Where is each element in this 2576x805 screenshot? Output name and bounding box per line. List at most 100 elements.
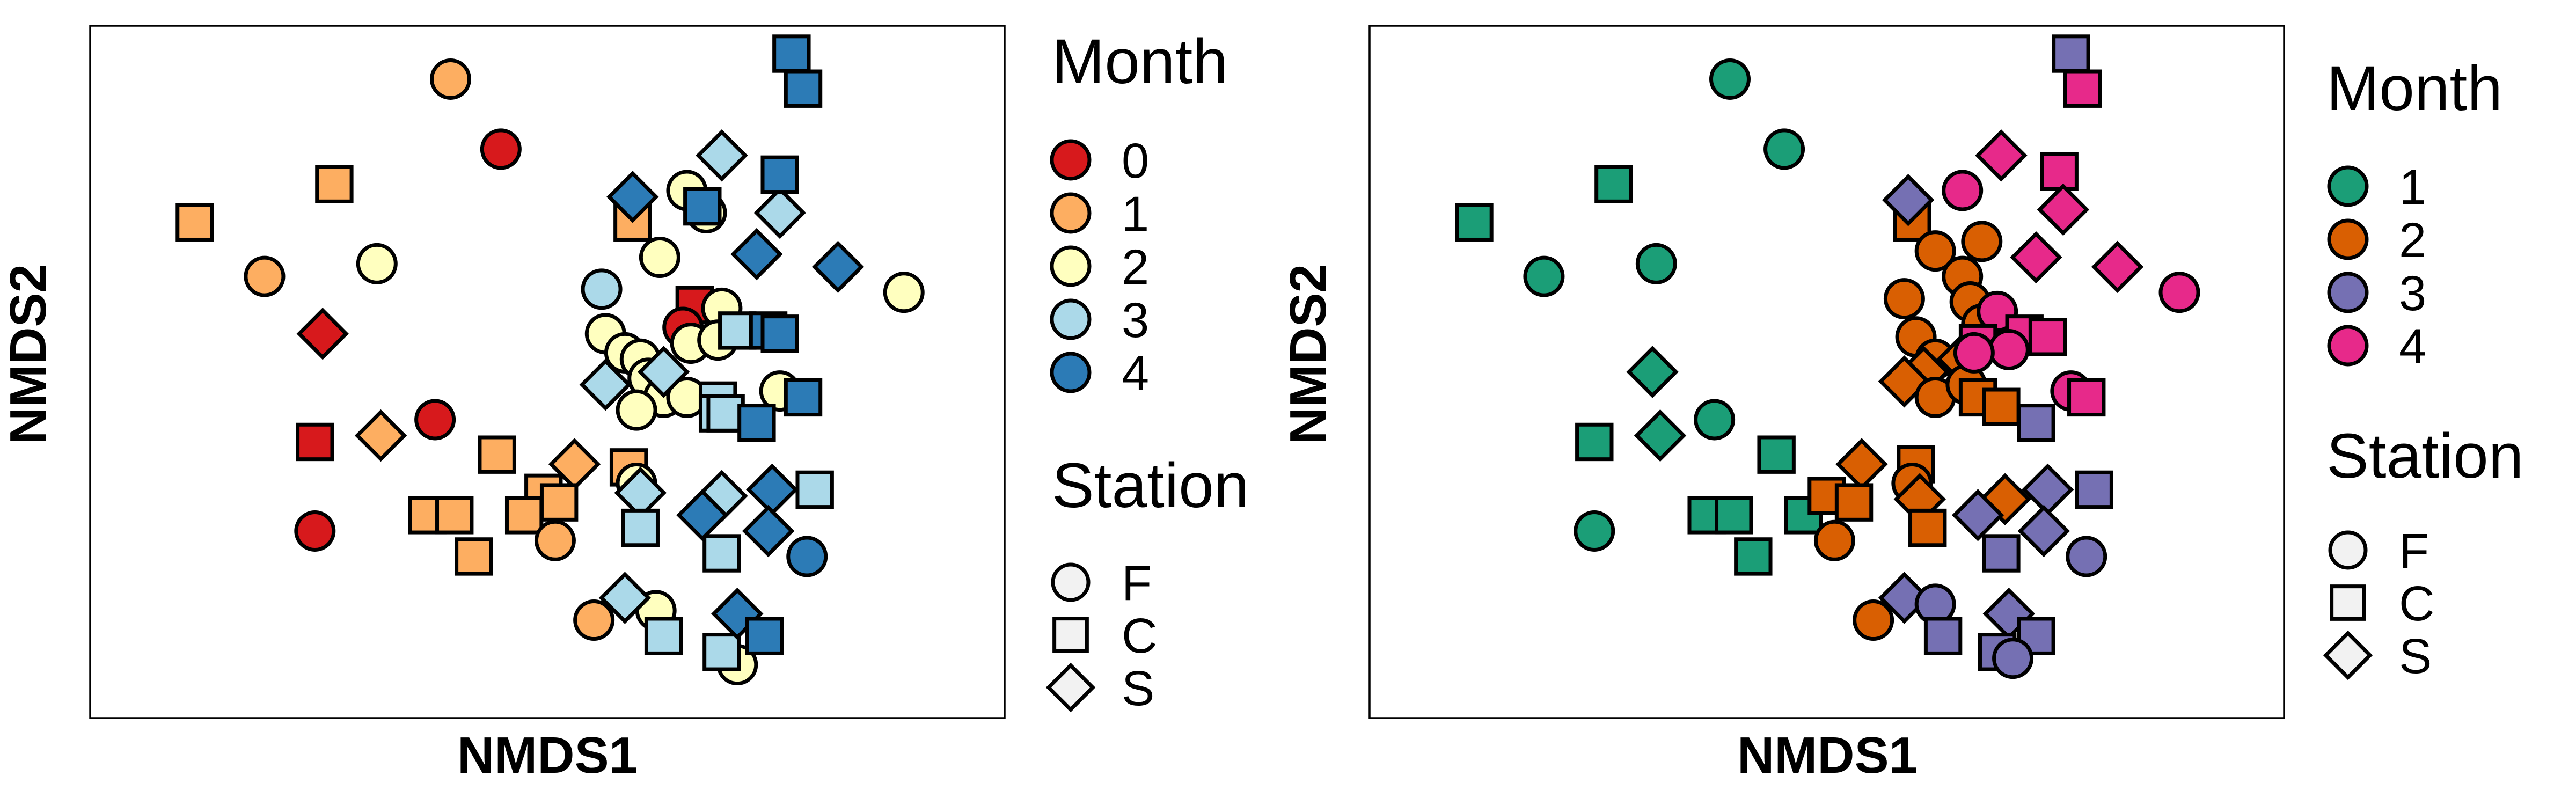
points-group xyxy=(1455,34,2200,679)
legend-key-station-C xyxy=(1052,617,1089,653)
data-point-circle xyxy=(480,128,522,170)
legend-key-station-F xyxy=(2328,530,2368,570)
data-point-circle xyxy=(244,255,286,297)
data-point-diamond xyxy=(2021,463,2074,516)
legend-title-month: Month xyxy=(1052,26,1228,97)
data-point-circle xyxy=(356,243,398,284)
data-point-circle xyxy=(2066,536,2107,577)
legend-label-month-4: 4 xyxy=(1122,346,1149,401)
data-point-diamond xyxy=(1975,129,2028,182)
data-point-square xyxy=(1594,165,1633,203)
data-point-circle xyxy=(616,389,657,431)
legend-title-station: Station xyxy=(2326,421,2523,492)
data-point-square xyxy=(784,378,823,417)
data-point-circle xyxy=(786,536,828,577)
legend-label-station-S: S xyxy=(1122,661,1154,716)
data-point-square xyxy=(1834,483,1874,522)
legend-key-month-3 xyxy=(1050,298,1092,340)
legend-key-station-S xyxy=(1045,662,1096,713)
data-point-square xyxy=(683,187,722,226)
data-point-circle xyxy=(1763,128,1805,170)
legend-key-station-F xyxy=(1051,562,1091,602)
data-point-circle xyxy=(1988,328,2030,370)
data-point-diamond xyxy=(1951,489,2004,541)
data-point-diamond xyxy=(354,409,407,462)
data-point-circle xyxy=(1883,278,1925,320)
data-point-diamond xyxy=(579,358,632,411)
data-point-square xyxy=(784,69,823,108)
data-point-square xyxy=(795,470,834,509)
legend-key-month-1 xyxy=(2327,165,2369,207)
legend-key-month-0 xyxy=(1050,139,1092,181)
data-point-square xyxy=(760,314,799,353)
legend-title-station: Station xyxy=(1052,450,1249,521)
data-point-circle xyxy=(639,237,680,279)
legend-key-month-4 xyxy=(2327,325,2369,367)
data-point-diamond xyxy=(730,228,783,281)
legend-key-month-2 xyxy=(1050,245,1092,287)
data-point-square xyxy=(621,508,660,547)
data-point-circle xyxy=(1523,255,1565,297)
data-point-square xyxy=(2067,378,2106,417)
data-point-circle xyxy=(430,58,471,100)
data-point-square xyxy=(2075,470,2113,509)
legend-key-month-2 xyxy=(2327,218,2369,260)
data-point-circle xyxy=(534,519,576,561)
data-point-circle xyxy=(1813,519,1855,561)
legend-label-station-C: C xyxy=(2399,576,2434,631)
data-point-square xyxy=(455,537,493,576)
data-point-square xyxy=(435,496,474,535)
x-axis-title: NMDS1 xyxy=(457,727,638,784)
data-point-square xyxy=(644,617,683,655)
data-point-square xyxy=(1982,534,2021,573)
y-axis-title: NMDS2 xyxy=(1279,264,1337,444)
data-point-diamond xyxy=(742,504,795,558)
data-point-diamond xyxy=(753,186,806,239)
data-point-circle xyxy=(883,272,925,313)
legend-key-station-S xyxy=(2323,630,2373,680)
data-point-square xyxy=(1575,422,1614,462)
x-axis-title: NMDS1 xyxy=(1737,727,1918,784)
data-point-circle xyxy=(581,268,623,310)
data-point-diamond xyxy=(811,240,865,294)
legend-key-month-1 xyxy=(1050,192,1092,234)
data-point-diamond xyxy=(637,346,690,398)
legend-label-month-3: 3 xyxy=(1122,293,1149,348)
data-point-square xyxy=(296,422,334,462)
data-point-circle xyxy=(1914,230,1956,272)
data-point-square xyxy=(1982,387,2021,426)
data-point-diamond xyxy=(696,129,748,182)
shape-legend: FCS xyxy=(1045,556,1157,716)
legend-label-month-0: 0 xyxy=(1122,134,1149,188)
legend-label-station-F: F xyxy=(1122,556,1152,611)
shape-legend: FCS xyxy=(2323,524,2434,684)
legend-key-month-4 xyxy=(1050,352,1092,393)
data-point-diamond xyxy=(296,308,349,360)
legend-label-month-1: 1 xyxy=(2399,160,2426,215)
data-point-circle xyxy=(1853,599,1894,641)
data-point-square xyxy=(706,394,745,433)
legend-key-month-3 xyxy=(2327,272,2369,313)
data-point-square xyxy=(745,617,784,655)
data-point-circle xyxy=(1942,170,1984,211)
data-point-square xyxy=(760,155,799,194)
data-point-circle xyxy=(1953,332,1995,374)
data-point-square xyxy=(1455,203,1494,241)
data-point-square xyxy=(2040,152,2079,191)
legend-label-station-S: S xyxy=(2399,629,2432,684)
data-point-circle xyxy=(1961,221,2003,262)
legend-key-station-C xyxy=(2330,584,2366,621)
data-point-diamond xyxy=(2010,231,2062,284)
data-point-circle xyxy=(1635,243,1677,284)
data-point-diamond xyxy=(1634,409,1687,462)
legend-label-month-4: 4 xyxy=(2399,319,2426,374)
data-point-square xyxy=(1715,496,1753,535)
legend-label-month-2: 2 xyxy=(1122,240,1149,295)
data-point-diamond xyxy=(2017,504,2070,558)
